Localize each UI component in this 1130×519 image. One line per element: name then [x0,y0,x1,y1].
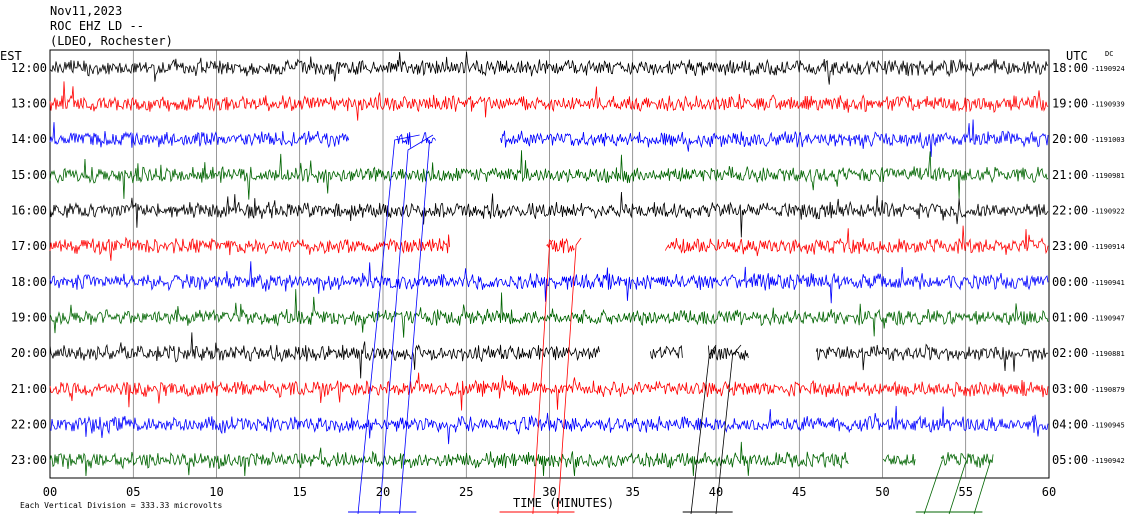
est-hour-label: 12:00 [11,61,47,75]
transient-line [715,344,742,515]
seismic-traces [49,51,1049,477]
right-timezone-label: UTC [1066,49,1088,63]
transient-line [557,237,582,515]
transient-line [532,239,554,515]
est-hour-label: 13:00 [11,97,47,111]
utc-hour-label: 02:00 [1052,346,1088,360]
transient-line [948,461,967,515]
est-hour-label: 15:00 [11,168,47,182]
scale-note: Each Vertical Division = 333.33 microvol… [20,501,222,510]
utc-hour-label: 03:00 [1052,382,1088,396]
est-hour-label: 21:00 [11,382,47,396]
x-tick-label: 30 [542,485,556,499]
utc-hour-label: 05:00 [1052,453,1088,467]
x-tick-label: 20 [376,485,390,499]
x-tick-label: 00 [43,485,57,499]
header-network: (LDEO, Rochester) [50,34,173,48]
dc-offset-value: -1190947 [1091,315,1125,323]
x-axis-title: TIME (MINUTES) [513,496,614,510]
utc-hour-label: 00:00 [1052,275,1088,289]
est-hour-label: 19:00 [11,311,47,325]
trace-row [49,405,1049,445]
trace-row [49,332,1049,379]
dc-offset-value: -1190879 [1091,386,1125,394]
x-tick-label: 05 [126,485,140,499]
dc-offset-value: -1191003 [1091,136,1125,144]
utc-hour-label: 23:00 [1052,239,1088,253]
utc-hour-label: 18:00 [1052,61,1088,75]
est-hour-label: 17:00 [11,239,47,253]
est-hour-label: 18:00 [11,275,47,289]
x-tick-label: 25 [459,485,473,499]
dc-offset-value: -1190924 [1091,65,1125,73]
transient-line [399,139,430,515]
x-tick-label: 45 [792,485,806,499]
trace-row [49,51,1049,85]
transient-signals [348,134,992,515]
dc-offset-value: -1190981 [1091,172,1125,180]
grid-lines [132,50,967,478]
header-date: Nov11,2023 [50,4,123,18]
x-tick-label: 35 [626,485,640,499]
trace-row [49,372,1049,411]
x-tick-label: 55 [959,485,973,499]
est-hour-label: 14:00 [11,132,47,146]
dc-offset-value: -1190914 [1091,243,1125,251]
utc-hour-label: 22:00 [1052,204,1088,218]
est-hour-label: 23:00 [11,453,47,467]
transient-line [379,134,434,515]
trace-row [49,261,1049,304]
est-hour-label: 22:00 [11,418,47,432]
dc-offset-value: -1190945 [1091,422,1125,430]
x-axis: 00 05 10 15 20 25 30 35 40 45 50 55 60 [43,485,1056,499]
trace-row [49,192,1049,238]
x-tick-label: 40 [709,485,723,499]
dc-offset-value: -1190939 [1091,101,1125,109]
trace-row [49,150,1049,200]
dc-offset-value: -1190922 [1091,208,1125,216]
transient-line [357,134,420,515]
transient-line [690,344,717,515]
utc-hour-label: 19:00 [1052,97,1088,111]
x-tick-label: 10 [209,485,223,499]
trace-row [49,289,1049,338]
utc-hour-label: 20:00 [1052,132,1088,146]
utc-hour-label: 04:00 [1052,418,1088,432]
est-hour-label: 16:00 [11,204,47,218]
dc-label: DC [1105,50,1113,58]
trace-row [49,441,994,477]
x-tick-label: 50 [875,485,889,499]
utc-hour-label: 21:00 [1052,168,1088,182]
trace-row [49,119,1049,157]
x-tick-label: 60 [1042,485,1056,499]
dc-offset-value: -1190942 [1091,457,1125,465]
left-timezone-label: EST [0,49,22,63]
transient-line [923,459,943,515]
trace-row [49,81,1049,121]
utc-hour-label: 01:00 [1052,311,1088,325]
est-hour-label: 20:00 [11,346,47,360]
transient-line [973,459,992,515]
dc-offset-value: -1190881 [1091,350,1125,358]
x-tick-label: 15 [293,485,307,499]
dc-offset-value: -1190941 [1091,279,1125,287]
header-station: ROC EHZ LD -- [50,19,144,33]
